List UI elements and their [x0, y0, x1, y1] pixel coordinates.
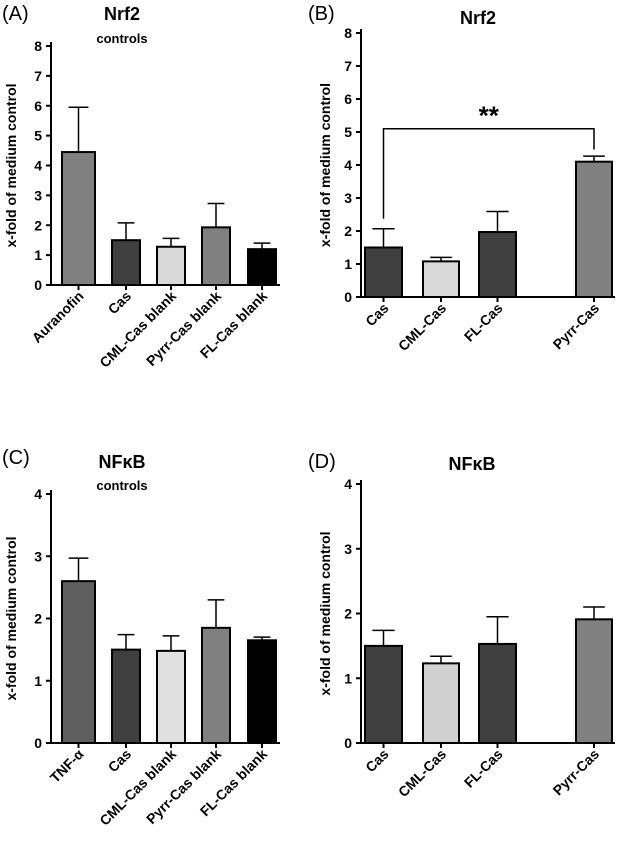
y-tick-label: 0 — [344, 735, 352, 751]
y-tick-label: 3 — [344, 541, 352, 557]
y-tick-label: 1 — [34, 247, 42, 263]
chart-panel-1: (A) Nrf2 controls x-fold of medium control 0… — [2, 3, 280, 371]
y-tick-label: 2 — [344, 606, 352, 622]
bar — [478, 230, 517, 299]
x-tick-label: Pyrr-Cas — [550, 746, 603, 799]
bar — [61, 151, 96, 286]
y-tick-label: 3 — [344, 190, 352, 206]
y-tick-label: 4 — [344, 157, 352, 173]
bar — [575, 160, 613, 298]
bar — [478, 642, 517, 744]
chart-panel-4: (D) NFκB x-fold of medium control 0 1 2 3 4 Cas C… — [308, 451, 615, 800]
chart-subtitle: controls — [96, 31, 147, 46]
y-tick-label: 0 — [344, 289, 352, 305]
x-tick-label: CML-Cas — [395, 300, 449, 354]
significance-label: ** — [479, 101, 500, 131]
y-tick-label: 2 — [34, 217, 42, 233]
x-tick-label: Cas — [362, 746, 392, 776]
y-tick-label: 1 — [344, 256, 352, 272]
bar — [364, 246, 403, 298]
y-tick-label: 3 — [34, 187, 42, 203]
x-tick-label: CML-Cas blank — [96, 288, 179, 371]
y-tick-label: 0 — [34, 277, 42, 293]
x-tick-label: Auranofin — [29, 288, 87, 346]
y-tick-label: 7 — [344, 58, 352, 74]
y-tick-label: 4 — [344, 476, 352, 492]
y-tick-label: 4 — [34, 486, 42, 502]
panel-letter: (A) — [2, 3, 29, 25]
x-tick-label: CML-Cas — [395, 746, 449, 800]
bar — [575, 618, 613, 745]
bar — [247, 639, 277, 744]
y-tick-label: 0 — [34, 735, 42, 751]
panel-letter: (C) — [2, 447, 30, 469]
y-axis-label: x-fold of medium control — [3, 83, 19, 247]
x-tick-label: TNF-α — [47, 746, 87, 786]
chart-title: NFκB — [98, 452, 145, 472]
bar — [247, 248, 277, 286]
y-tick-label: 5 — [34, 128, 42, 144]
y-tick-label: 2 — [344, 223, 352, 239]
chart-title: NFκB — [448, 454, 495, 474]
y-tick-label: 5 — [344, 124, 352, 140]
bar — [111, 239, 141, 286]
bar — [156, 649, 186, 744]
x-tick-label: Cas — [105, 746, 135, 776]
y-tick-label: 1 — [34, 673, 42, 689]
x-tick-label: Cas — [362, 300, 392, 330]
y-tick-label: 1 — [344, 670, 352, 686]
x-tick-label: CML-Cas blank — [96, 746, 179, 829]
x-tick-label: FL-Cas — [461, 746, 506, 791]
y-tick-label: 3 — [34, 548, 42, 564]
chart-panel-2: (B) Nrf2 x-fold of medium control 0 1 2 3 4 5 6 7 8… — [308, 3, 615, 354]
bar — [201, 226, 231, 286]
y-tick-label: 6 — [344, 91, 352, 107]
chart-title: Nrf2 — [460, 8, 496, 28]
chart-panel-3: (C) NFκB controls x-fold of medium control 0… — [2, 447, 280, 829]
significance-bracket — [382, 127, 595, 219]
y-tick-label: 4 — [34, 158, 42, 174]
chart-subtitle: controls — [96, 478, 147, 493]
bar — [111, 648, 141, 744]
y-tick-label: 2 — [34, 611, 42, 627]
panel-letter: (B) — [308, 3, 335, 25]
bar — [61, 580, 96, 745]
bar — [201, 626, 231, 745]
bar — [156, 245, 186, 286]
bar — [422, 260, 460, 298]
y-axis-label: x-fold of medium control — [317, 531, 333, 695]
x-tick-label: Pyrr-Cas — [550, 300, 603, 353]
x-tick-label: Cas — [105, 288, 135, 318]
panel-letter: (D) — [308, 451, 336, 473]
y-tick-label: 6 — [34, 98, 42, 114]
chart-title: Nrf2 — [104, 4, 140, 24]
bar — [364, 644, 403, 744]
y-axis-label: x-fold of medium control — [3, 536, 19, 700]
y-tick-label: 8 — [344, 25, 352, 41]
y-tick-label: 8 — [34, 38, 42, 54]
x-tick-label: FL-Cas — [461, 300, 506, 345]
y-tick-label: 7 — [34, 68, 42, 84]
bar — [422, 662, 460, 744]
y-axis-label: x-fold of medium control — [317, 83, 333, 247]
